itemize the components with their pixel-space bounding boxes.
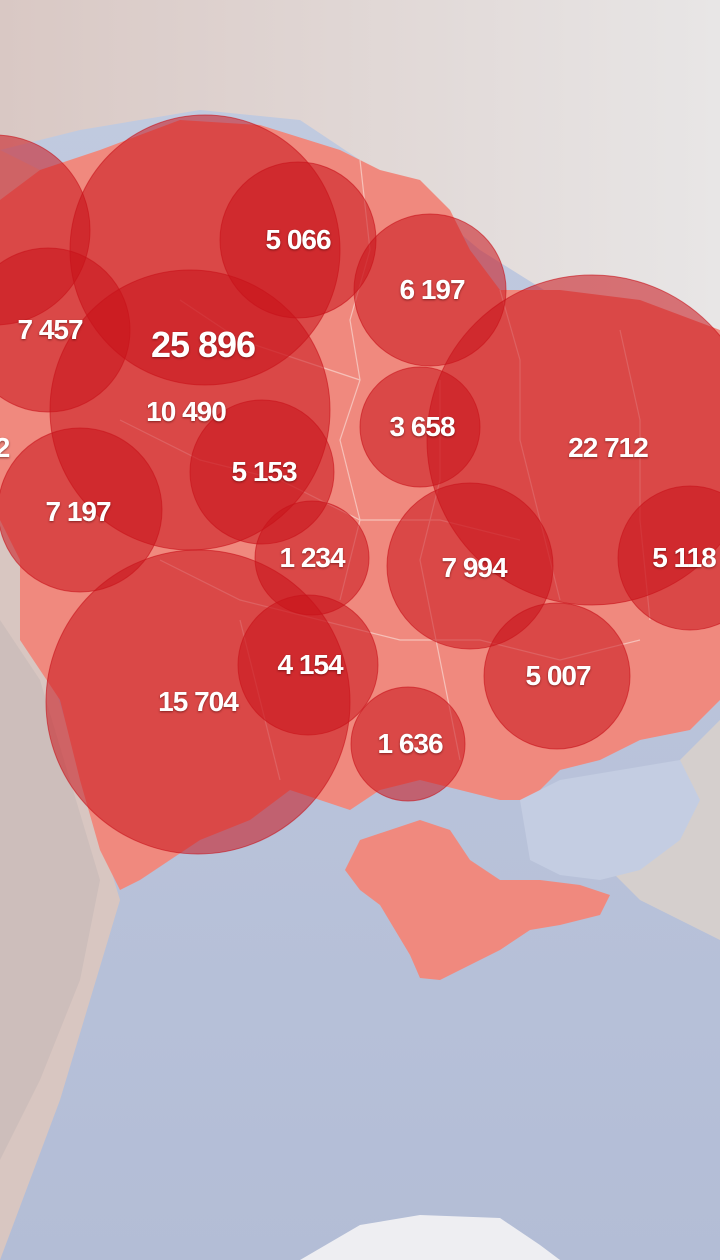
neighbor-land-north — [0, 0, 720, 420]
bubble-south-east — [483, 602, 631, 750]
neighbor-land-southwest — [0, 620, 100, 1160]
bubble-south-b — [350, 686, 466, 802]
bubble-west-b — [0, 427, 163, 593]
azov-sea — [520, 760, 700, 880]
bubble-central-east — [386, 482, 554, 650]
neighbor-land-bottom — [300, 1215, 560, 1260]
crimea-land — [345, 820, 610, 980]
bubble-east-edge — [617, 485, 720, 631]
bubble-north-b — [353, 213, 507, 367]
bubble-south-west — [45, 549, 351, 855]
bubble-north-a — [219, 161, 377, 319]
